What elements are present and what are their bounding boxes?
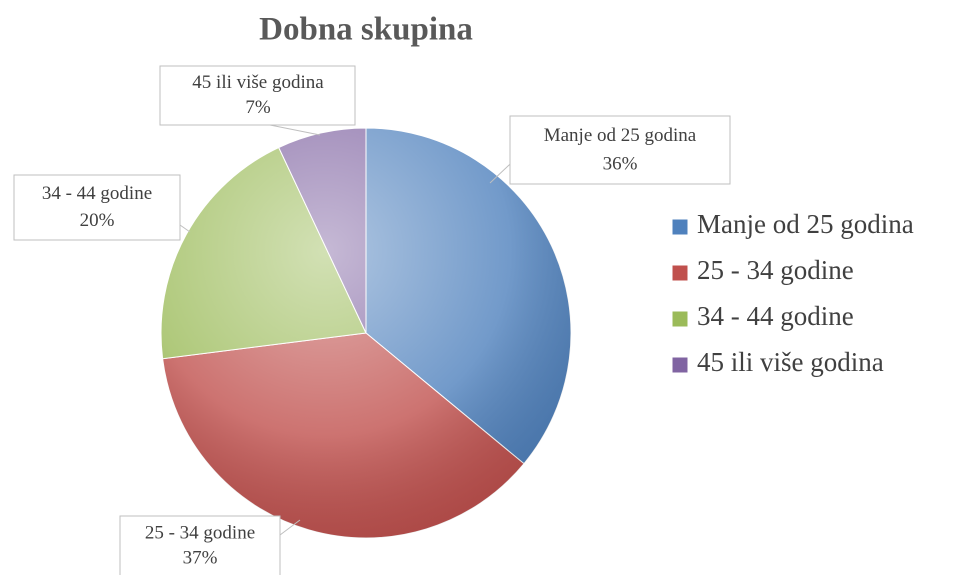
data-label-category: 25 - 34 godine bbox=[145, 522, 255, 543]
legend-swatch bbox=[671, 264, 689, 282]
legend-label: 34 - 44 godine bbox=[697, 301, 854, 331]
data-label-value: 7% bbox=[245, 97, 271, 118]
legend-label: 25 - 34 godine bbox=[697, 255, 854, 285]
leader-line bbox=[279, 519, 301, 536]
pie bbox=[160, 127, 572, 539]
data-label-box bbox=[159, 65, 356, 126]
data-label-box bbox=[509, 115, 731, 185]
data-label-category: Manje od 25 godina bbox=[544, 125, 697, 146]
data-label-category: 34 - 44 godine bbox=[42, 183, 152, 204]
legend-swatch bbox=[671, 310, 689, 328]
legend-swatch bbox=[671, 218, 689, 236]
data-label-value: 37% bbox=[183, 548, 218, 569]
data-label-value: 36% bbox=[603, 153, 638, 174]
data-label-category: 45 ili više godina bbox=[192, 72, 324, 93]
chart-title: Dobna skupina bbox=[259, 12, 473, 48]
legend-label: Manje od 25 godina bbox=[697, 209, 914, 239]
legend-swatch bbox=[671, 356, 689, 374]
leader-line bbox=[269, 124, 321, 136]
leader-line bbox=[179, 224, 191, 233]
data-label-box bbox=[13, 174, 181, 241]
legend-label: 45 ili više godina bbox=[697, 347, 884, 377]
data-label-value: 20% bbox=[80, 210, 115, 231]
data-label-box bbox=[119, 515, 281, 575]
